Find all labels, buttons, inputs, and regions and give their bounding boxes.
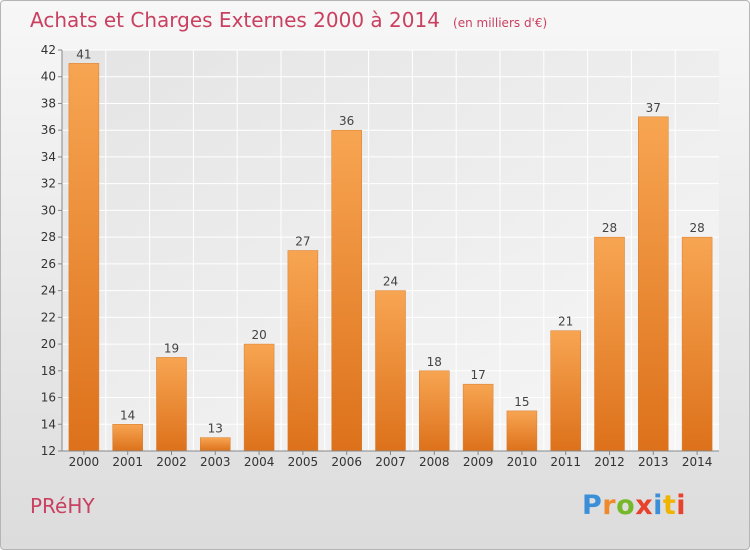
y-tick-label: 20 (41, 337, 56, 351)
bar (375, 290, 406, 452)
value-label: 36 (339, 114, 354, 128)
value-label: 17 (470, 368, 485, 382)
bar (419, 370, 450, 452)
y-tick-label: 16 (41, 391, 56, 405)
y-tick-label: 34 (41, 150, 56, 164)
logo-letter: P (582, 490, 603, 521)
bar (287, 250, 319, 452)
y-tick-label: 18 (41, 364, 56, 378)
logo-letter: r (602, 490, 617, 521)
value-label: 28 (602, 221, 617, 235)
x-tick-label: 2004 (244, 455, 275, 469)
bar (638, 116, 669, 452)
commune-name: PRéHY (30, 494, 95, 518)
y-tick-label: 22 (41, 310, 56, 324)
value-label: 18 (427, 355, 442, 369)
value-label: 14 (120, 408, 135, 422)
x-tick-label: 2002 (156, 455, 187, 469)
x-tick-label: 2010 (507, 455, 538, 469)
bar (550, 330, 581, 452)
y-tick-label: 36 (41, 123, 56, 137)
bars: 41 14 19 13 20 27 36 24 18 17 15 21 28 37 28 (68, 47, 713, 452)
y-tick-label: 40 (41, 70, 56, 84)
logo-letter: i (653, 490, 663, 521)
value-label: 37 (646, 101, 661, 115)
value-label: 41 (76, 47, 91, 61)
title-block: Achats et Charges Externes 2000 à 2014 (… (30, 8, 547, 32)
y-tick-label: 28 (41, 230, 56, 244)
bar (112, 424, 143, 452)
x-tick-label: 2001 (112, 455, 143, 469)
bar (506, 410, 538, 452)
x-tick-label: 2007 (375, 455, 406, 469)
bar (68, 63, 100, 452)
value-label: 13 (208, 422, 223, 436)
x-tick-label: 2008 (419, 455, 450, 469)
logo-letter: t (662, 490, 677, 521)
logo-letter: o (616, 490, 636, 521)
y-tick-label: 12 (41, 444, 56, 458)
y-tick-label: 42 (41, 43, 56, 57)
y-tick-label: 24 (41, 284, 56, 298)
x-tick-label: 2013 (638, 455, 669, 469)
chart-subtitle: (en milliers d'€) (453, 16, 548, 30)
value-label: 19 (164, 341, 179, 355)
value-label: 27 (295, 235, 310, 249)
bar (681, 236, 713, 452)
value-label: 24 (383, 275, 398, 289)
y-tick-label: 26 (41, 257, 56, 271)
x-tick-label: 2009 (463, 455, 494, 469)
bar (594, 236, 625, 452)
value-label: 21 (558, 315, 573, 329)
x-tick-label: 2000 (69, 455, 100, 469)
value-label: 28 (689, 221, 704, 235)
chart-title: Achats et Charges Externes 2000 à 2014 (30, 8, 440, 32)
proxiti-logo: Proxiti (582, 490, 686, 524)
bar (156, 357, 187, 452)
y-tick-label: 30 (41, 203, 56, 217)
x-tick-label: 2012 (594, 455, 625, 469)
bar (331, 129, 362, 452)
x-tick-label: 2014 (682, 455, 713, 469)
y-tick-label: 38 (41, 96, 56, 110)
bar (462, 383, 494, 452)
x-tick-label: 2003 (200, 455, 231, 469)
y-tick-label: 14 (41, 417, 56, 431)
value-label: 20 (251, 328, 266, 342)
x-tick-label: 2011 (550, 455, 581, 469)
x-tick-label: 2006 (331, 455, 362, 469)
logo-letter: i (676, 490, 687, 521)
y-tick-label: 32 (41, 177, 56, 191)
logo-letter: x (635, 490, 654, 521)
bar (243, 343, 275, 452)
x-tick-label: 2005 (288, 455, 319, 469)
axes: 12 14 16 18 20 22 24 26 28 30 32 34 36 38 40 42 2000 2001… (41, 43, 719, 469)
bar (200, 437, 231, 452)
value-label: 15 (514, 395, 529, 409)
